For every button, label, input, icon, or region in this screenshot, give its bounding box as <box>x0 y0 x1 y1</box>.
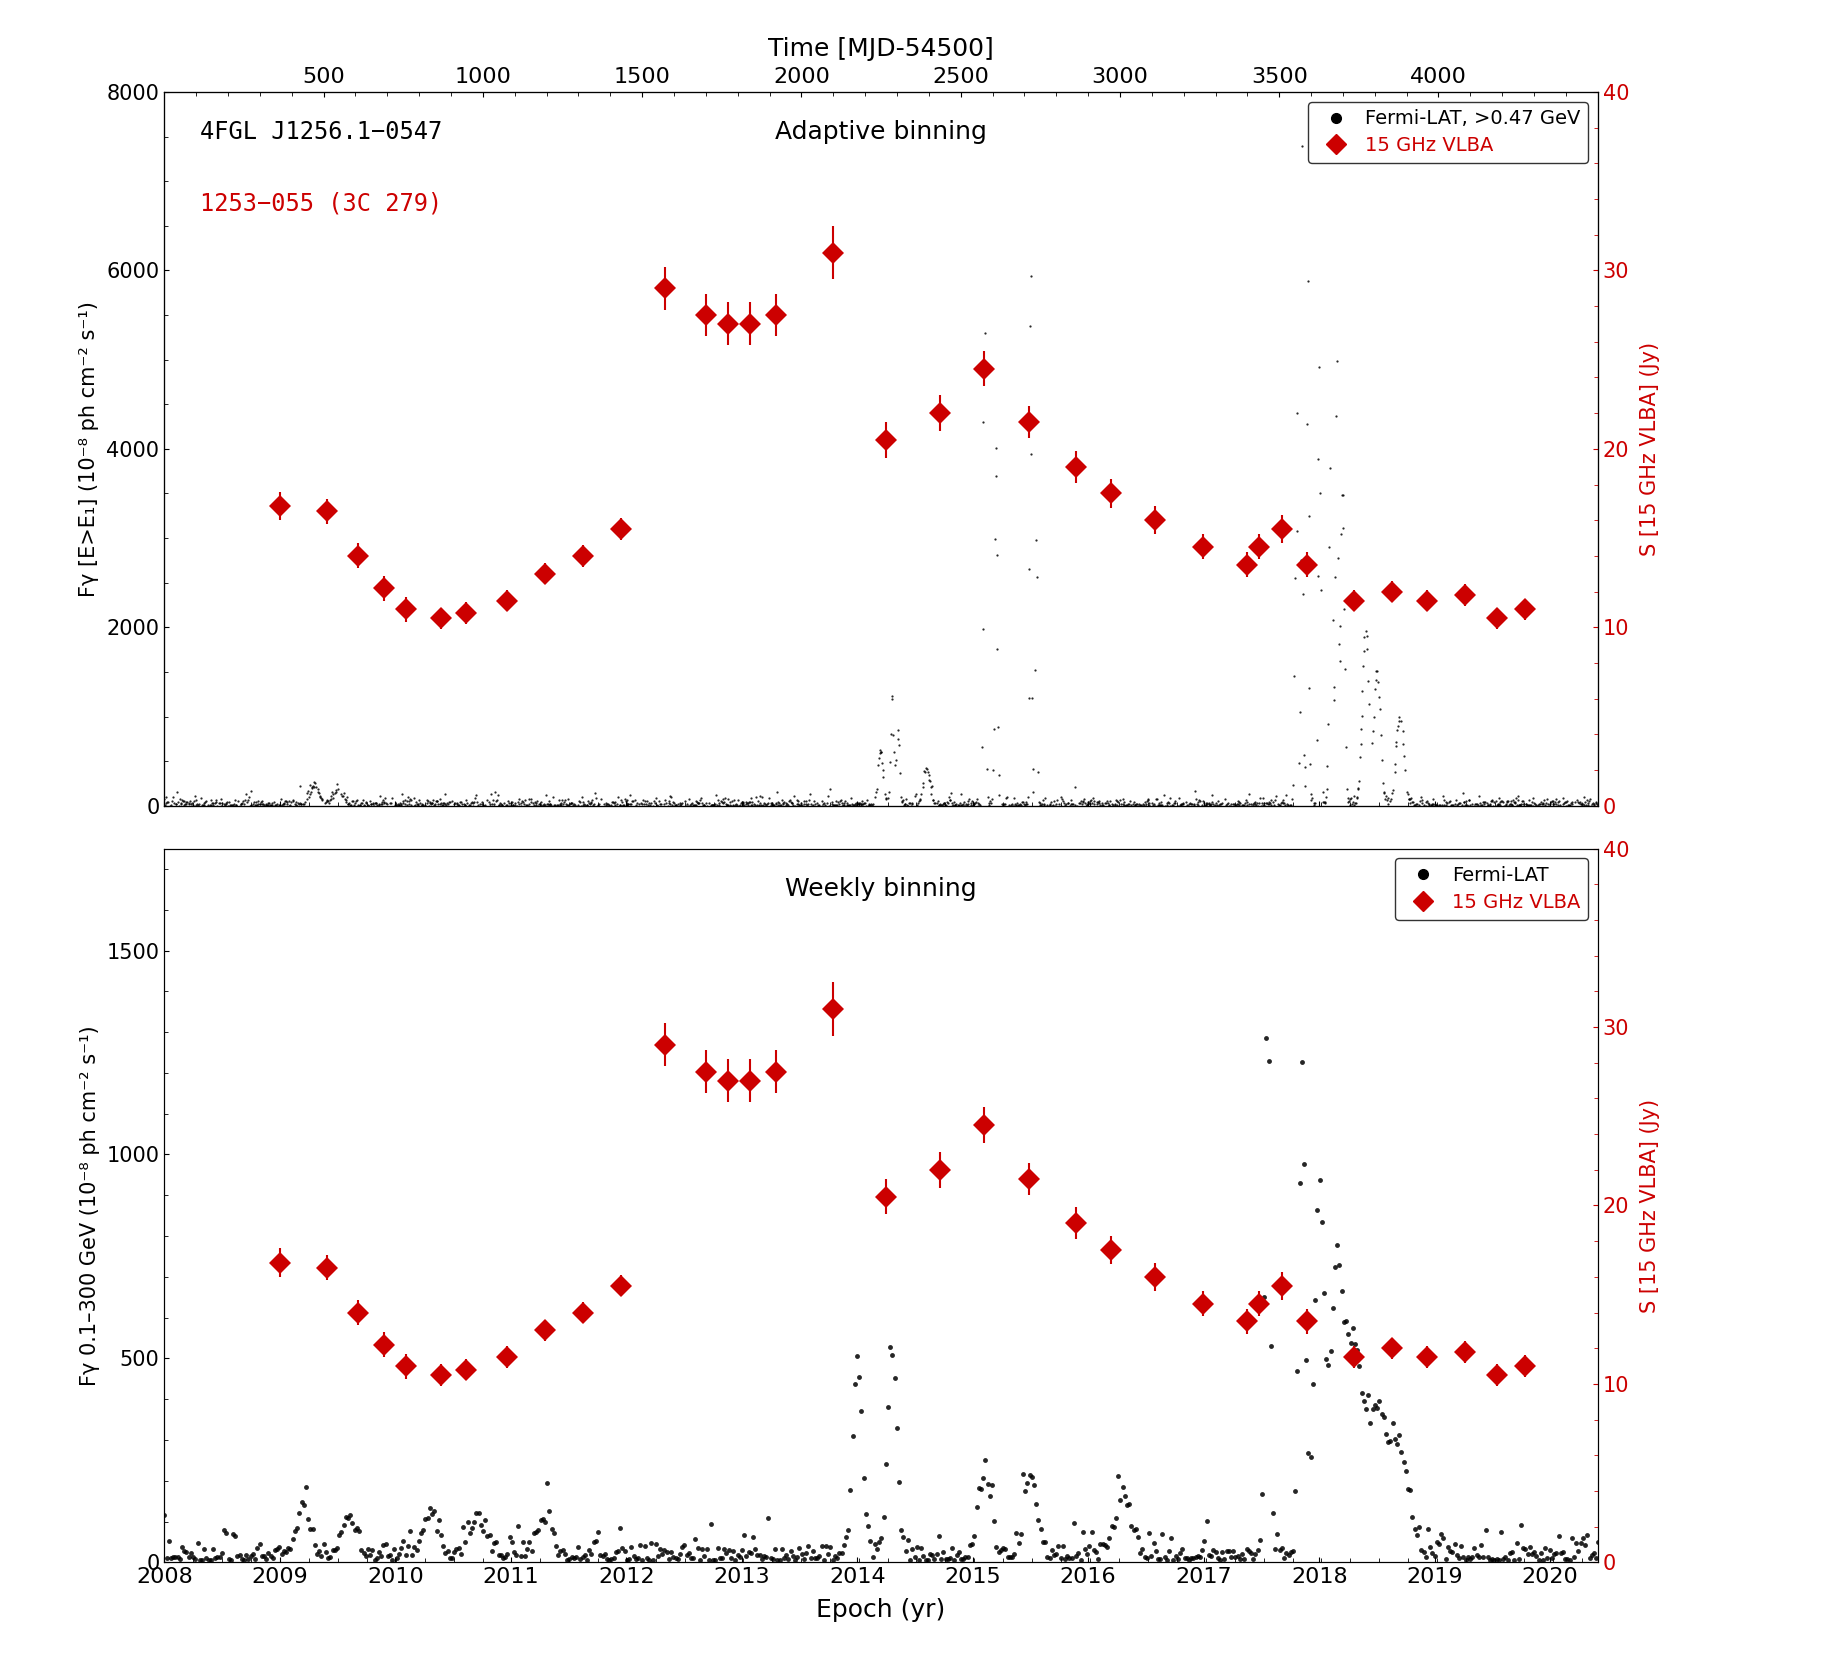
Legend: Fermi-LAT, 15 GHz VLBA: Fermi-LAT, 15 GHz VLBA <box>1395 859 1589 919</box>
Legend: Fermi-LAT, >0.47 GeV, 15 GHz VLBA: Fermi-LAT, >0.47 GeV, 15 GHz VLBA <box>1309 102 1589 164</box>
Text: 4FGL J1256.1−0547: 4FGL J1256.1−0547 <box>201 120 442 144</box>
Text: Adaptive binning: Adaptive binning <box>774 120 988 144</box>
X-axis label: Epoch (yr): Epoch (yr) <box>816 1599 946 1623</box>
Y-axis label: Fγ [E>E₁] (10⁻⁸ ph cm⁻² s⁻¹): Fγ [E>E₁] (10⁻⁸ ph cm⁻² s⁻¹) <box>79 301 99 597</box>
Text: Weekly binning: Weekly binning <box>785 877 977 901</box>
Y-axis label: S [15 GHz VLBA] (Jy): S [15 GHz VLBA] (Jy) <box>1640 343 1660 556</box>
Text: 1253−055 (3C 279): 1253−055 (3C 279) <box>201 192 442 216</box>
Y-axis label: S [15 GHz VLBA] (Jy): S [15 GHz VLBA] (Jy) <box>1640 1098 1660 1312</box>
Y-axis label: Fγ 0.1–300 GeV (10⁻⁸ ph cm⁻² s⁻¹): Fγ 0.1–300 GeV (10⁻⁸ ph cm⁻² s⁻¹) <box>80 1026 100 1385</box>
X-axis label: Time [MJD-54500]: Time [MJD-54500] <box>769 37 993 60</box>
